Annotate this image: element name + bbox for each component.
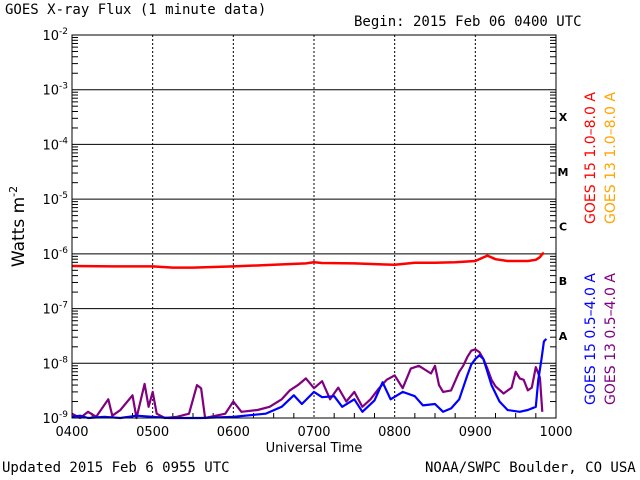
y-axis-tick-labels: 10-910-810-710-610-510-410-310-2 [42, 27, 68, 427]
y-tick-exponent: -2 [59, 27, 68, 37]
y-tick-exponent: -5 [59, 191, 68, 201]
legend-goes13-short: GOES 13 0.5–4.0 A [603, 273, 619, 405]
y-tick-label: 10-3 [42, 82, 68, 99]
y-tick-label: 10-9 [42, 410, 68, 427]
y-tick-exponent: -8 [59, 355, 68, 365]
flare-class-labels: A B C M X [558, 111, 569, 343]
y-tick-label: 10-4 [42, 136, 68, 153]
x-tick-label: 0500 [136, 425, 169, 440]
x-tick-label: 0700 [297, 425, 330, 440]
series-line-1 [71, 251, 545, 269]
legend-goes15-short: GOES 15 0.5–4.0 A [583, 273, 599, 405]
y-axis-label: Watts m-2 [7, 186, 29, 267]
x-tick-label: 1000 [539, 425, 572, 440]
y-tick-mantissa: 10 [42, 29, 59, 44]
y-tick-exponent: -7 [59, 301, 68, 311]
y-tick-label: 10-5 [42, 191, 68, 208]
legend-goes13-long: GOES 13 1.0–8.0 A [603, 92, 619, 224]
y-tick-exponent: -9 [59, 410, 68, 420]
flare-class-x: X [559, 111, 568, 124]
legend-goes15-long: GOES 15 1.0–8.0 A [583, 92, 599, 224]
y-tick-mantissa: 10 [42, 412, 59, 427]
y-tick-label: 10-8 [42, 355, 68, 372]
begin-time-label: Begin: 2015 Feb 06 0400 UTC [354, 14, 582, 30]
y-tick-exponent: -4 [59, 136, 68, 146]
x-axis-tick-labels: 0400 0500 0600 0700 0800 0900 1000 [55, 425, 572, 440]
legend: GOES 15 1.0–8.0 A GOES 13 1.0–8.0 A GOES… [583, 92, 619, 405]
x-tick-label: 0600 [217, 425, 250, 440]
flare-class-c: C [559, 221, 567, 234]
series-line-4 [71, 348, 544, 420]
flare-class-b: B [559, 275, 567, 288]
y-tick-mantissa: 10 [42, 248, 59, 263]
flare-class-m: M [558, 166, 569, 179]
y-tick-label: 10-7 [42, 301, 68, 318]
y-tick-mantissa: 10 [42, 357, 59, 372]
series-line-3 [71, 338, 548, 420]
x-tick-label: 0400 [55, 425, 88, 440]
y-axis-label-text: Watts m [9, 197, 29, 267]
x-tick-label: 0900 [459, 425, 492, 440]
y-tick-mantissa: 10 [42, 303, 59, 318]
x-axis-label: Universal Time [266, 441, 363, 456]
y-tick-mantissa: 10 [42, 84, 59, 99]
y-tick-label: 10-6 [42, 246, 68, 263]
y-tick-exponent: -3 [59, 82, 68, 92]
data-credit: NOAA/SWPC Boulder, CO USA [425, 460, 636, 476]
chart-title: GOES X-ray Flux (1 minute data) [5, 2, 267, 18]
grid-lines [72, 35, 556, 418]
y-tick-label: 10-2 [42, 27, 68, 44]
x-tick-label: 0800 [378, 425, 411, 440]
y-axis-label-sup: -2 [7, 186, 20, 197]
y-tick-exponent: -6 [59, 246, 68, 256]
flare-class-a: A [559, 330, 568, 343]
plot-frame [71, 34, 557, 419]
updated-timestamp: Updated 2015 Feb 6 0955 UTC [2, 460, 230, 476]
y-tick-mantissa: 10 [42, 193, 59, 208]
y-tick-mantissa: 10 [42, 138, 59, 153]
